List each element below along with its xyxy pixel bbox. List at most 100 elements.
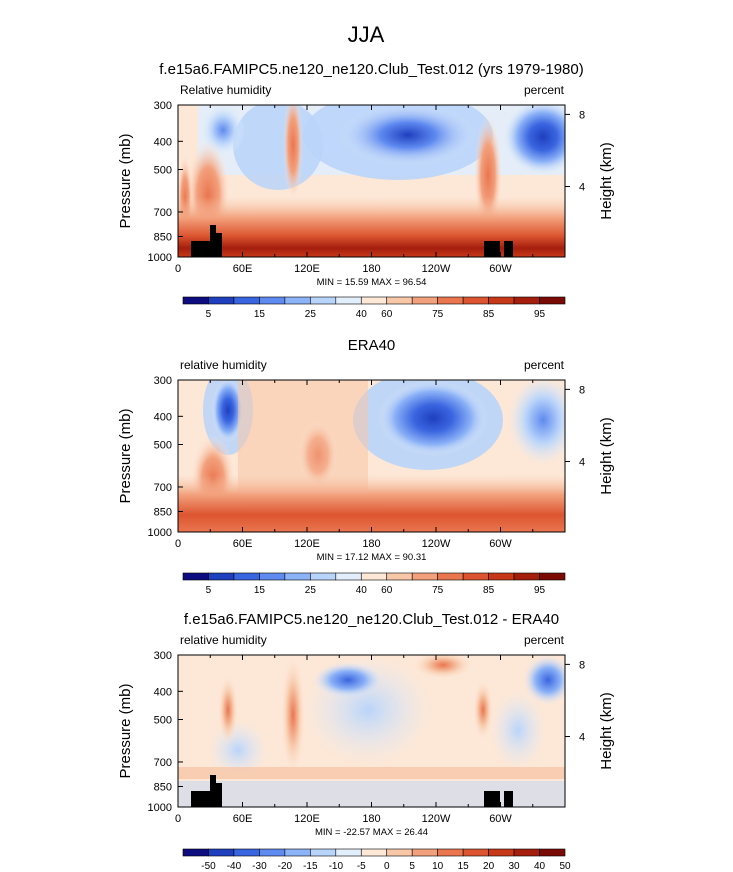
colorbar-label: -40 [227,861,242,872]
x-tick-label: 60E [233,263,253,275]
field-region [503,105,565,175]
y2-axis-label: Height (km) [598,692,615,770]
x-tick-label: 120W [422,538,451,550]
colorbar-swatch [335,296,362,305]
colorbar-swatch [182,848,209,857]
x-tick-label: 180 [362,813,380,825]
colorbar-label: -50 [201,861,216,872]
colorbar-swatch [386,296,413,305]
y-tick-label: 1000 [148,252,172,264]
field-region [212,380,244,442]
colorbar-label: -5 [357,861,366,872]
right-label: percent [524,358,565,372]
terrain-block [210,775,216,807]
colorbar-swatch [335,572,362,581]
colorbar-swatch [411,848,438,857]
y-tick-label: 500 [154,164,172,176]
min-max-label: MIN = 17.12 MAX = 90.31 [317,552,427,563]
x-tick-label: 180 [362,538,380,550]
colorbar-label: 15 [254,309,266,320]
y-tick-label: 700 [154,482,172,494]
contour-field [178,380,565,532]
x-tick-label: 0 [175,263,181,275]
panel-3: f.e15a6.FAMIPC5.ne120_ne120.Club_Test.01… [117,611,615,872]
left-label: Relative humidity [180,83,271,97]
colorbar-swatch [310,848,337,857]
colorbar-label: 25 [305,309,317,320]
colorbar-swatch [462,296,489,305]
y-axis-label: Pressure (mb) [117,133,134,228]
colorbar-label: 5 [206,585,212,596]
y-tick-label: 1000 [148,527,172,539]
field-band [178,197,565,257]
x-tick-label: 0 [175,538,181,550]
y2-tick-label: 8 [579,659,585,671]
colorbar-label: -20 [278,861,293,872]
colorbar-swatch [335,848,362,857]
colorbar-swatch [437,848,464,857]
colorbar-label: 0 [384,861,390,872]
min-max-label: MIN = -22.57 MAX = 26.44 [315,827,428,838]
colorbar-swatch [310,572,337,581]
terrain-block [484,241,500,257]
colorbar-label: 15 [254,585,266,596]
y2-tick-label: 4 [579,732,585,744]
colorbar-label: 85 [483,585,495,596]
colorbar-swatch [386,848,413,857]
colorbar-label: 10 [432,861,444,872]
y2-tick-label: 4 [579,182,585,194]
y-tick-label: 850 [154,781,172,793]
y-tick-label: 400 [154,136,172,148]
terrain-block [210,225,216,257]
colorbar-swatch [386,572,413,581]
field-region [378,380,488,456]
colorbar-swatch [182,296,209,305]
field-region [281,655,305,775]
panel-title: ERA40 [348,337,396,354]
contour-field [178,105,565,257]
colorbar-label: 60 [381,585,393,596]
colorbar-label: 15 [458,861,470,872]
colorbar-swatch [360,572,388,581]
x-tick-label: 60W [489,538,512,550]
colorbar-swatch [284,296,311,305]
colorbar-label: 95 [534,309,546,320]
colorbar-swatch [259,296,286,305]
terrain-block [216,233,222,257]
y-axis-label: Pressure (mb) [117,408,134,503]
y-tick-label: 850 [154,506,172,518]
y-tick-label: 700 [154,757,172,769]
colorbar-swatch [259,848,286,857]
colorbar-swatch [233,848,260,857]
colorbar-label: 85 [483,309,495,320]
y-tick-label: 400 [154,411,172,423]
field-region [313,662,383,698]
x-tick-label: 60W [489,263,512,275]
y-tick-label: 500 [154,714,172,726]
right-label: percent [524,83,565,97]
y2-tick-label: 8 [579,109,585,121]
y2-tick-label: 4 [579,457,585,469]
x-tick-label: 60E [233,813,253,825]
colorbar-swatch [513,296,540,305]
field-region [298,420,338,490]
colorbar-swatch [411,572,438,581]
terrain-block [504,791,513,807]
contour-field [178,655,565,807]
colorbar-swatch [513,848,540,857]
panel-title: f.e15a6.FAMIPC5.ne120_ne120.Club_Test.01… [159,61,583,78]
y2-tick-label: 8 [579,384,585,396]
colorbar-swatch [462,848,489,857]
colorbar-swatch [360,296,388,305]
colorbar-swatch [539,572,566,581]
field-region [473,680,493,740]
colorbar-label: 30 [509,861,521,872]
colorbar-label: 20 [483,861,495,872]
field-band [178,475,565,532]
colorbar-swatch [284,572,311,581]
y-tick-label: 500 [154,439,172,451]
field-region [413,655,473,679]
colorbar-swatch [360,848,388,857]
left-label: relative humidity [180,633,267,647]
colorbar-label: 25 [305,585,317,596]
